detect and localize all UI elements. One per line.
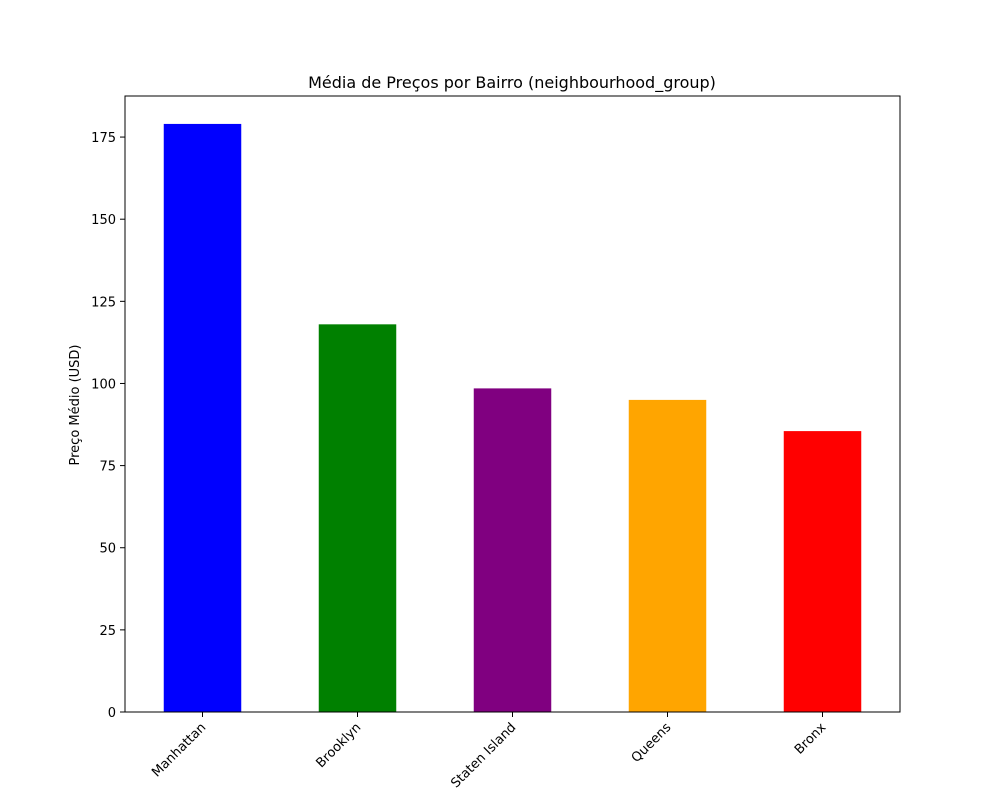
x-tick-label: Brooklyn [313,720,364,771]
y-tick-label: 150 [91,213,116,228]
y-tick-label: 0 [108,706,116,721]
y-tick-label: 100 [91,377,116,392]
x-tick-label: Staten Island [448,720,519,791]
y-tick-label: 75 [99,460,116,475]
bar-manhattan [163,123,242,712]
plot-frame [124,95,901,713]
y-axis-label: Preço Médio (USD) [68,345,83,466]
x-ticks-group: Manhattan Brooklyn Staten Island Queens Bron… [149,712,830,791]
y-ticks-group: 0 25 50 75 100 125 150 175 [91,131,125,721]
bars-group [163,123,862,712]
x-tick-label: Queens [629,720,675,766]
y-tick-label: 175 [91,131,116,146]
bar-bronx [783,431,862,712]
y-tick-label: 25 [99,624,116,639]
x-tick-label: Bronx [792,720,830,758]
bar-brooklyn [318,324,397,712]
chart-title: Média de Preços por Bairro (neighbourhoo… [308,73,716,93]
bar-staten-island [473,388,552,712]
y-tick-label: 50 [99,542,116,557]
bar-queens [628,399,707,712]
x-tick-label: Manhattan [149,720,209,780]
y-tick-label: 125 [91,295,116,310]
